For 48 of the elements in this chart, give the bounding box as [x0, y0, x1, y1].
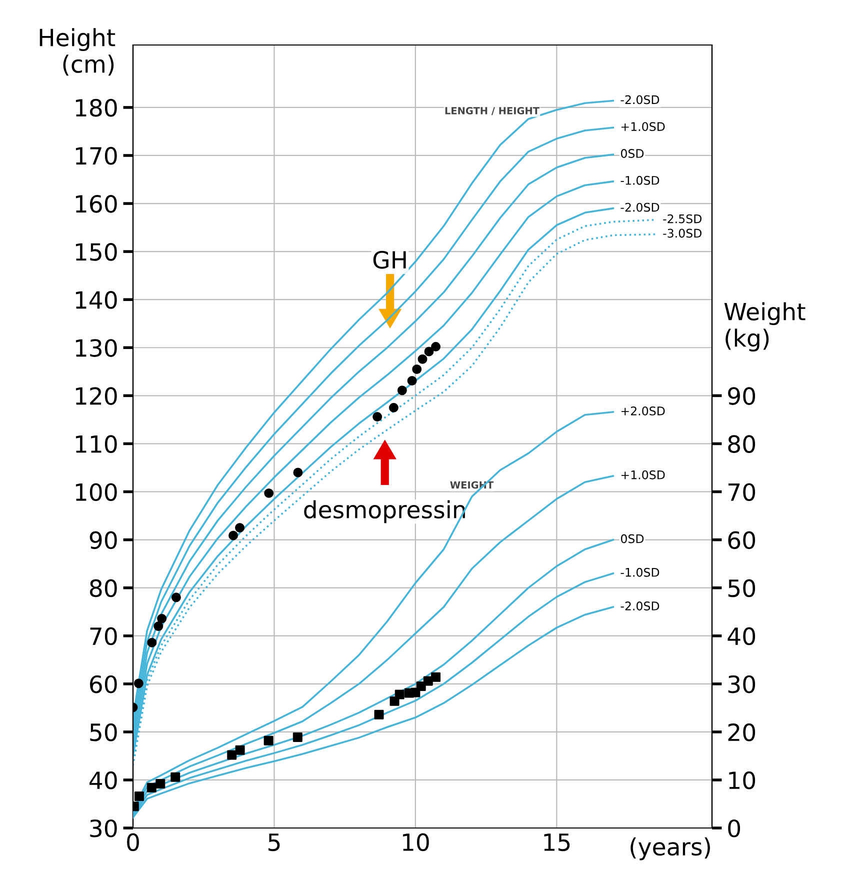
x-axis-title: (years) — [630, 837, 710, 860]
x-tick-label: 0 — [127, 833, 139, 852]
y2-tick-label: 60 — [728, 531, 756, 550]
series-label: -2.0SD — [620, 602, 660, 610]
y2-tick-label: 90 — [728, 387, 756, 405]
series-label: -3.0SD — [663, 228, 702, 238]
y-tick-label: 130 — [76, 339, 117, 357]
y2-axis-title: Weight (kg) — [724, 302, 806, 352]
series-label: -2.5SD — [663, 214, 702, 224]
y-tick-label: 40 — [90, 771, 117, 790]
y2-tick-label: 80 — [728, 435, 756, 454]
y-tick-label: 120 — [76, 387, 117, 405]
y-tick-label: 80 — [90, 579, 117, 598]
series-label: +1.0SD — [621, 122, 665, 132]
annotation: desmopressin — [304, 500, 465, 524]
y2-tick-label: 20 — [728, 723, 756, 742]
annotation: GH — [373, 250, 406, 269]
y-tick-label: 170 — [76, 146, 117, 165]
y2-tick-label: 10 — [729, 771, 756, 790]
annotation: LENGTH / HEIGHT — [445, 107, 540, 116]
series-label: -2.0SD — [620, 202, 660, 212]
y2-tick-label: 30 — [728, 675, 756, 694]
y-tick-label: 70 — [90, 627, 117, 646]
y-tick-label: 50 — [90, 723, 117, 742]
y-tick-label: 100 — [76, 483, 117, 502]
y-tick-label: 60 — [90, 675, 117, 694]
series-label: -2.0SD — [620, 95, 660, 104]
y-axis-title: Height (cm) — [40, 28, 116, 76]
y-tick-label: 150 — [76, 243, 117, 261]
series-label: +2.0SD — [621, 406, 665, 416]
y2-tick-label: 40 — [728, 627, 756, 646]
y-tick-label: 180 — [76, 98, 117, 117]
x-tick-label: 5 — [268, 834, 280, 852]
y-tick-label: 140 — [76, 291, 117, 309]
y-tick-label: 30 — [90, 819, 117, 838]
y-tick-label: 90 — [90, 531, 117, 550]
series-label: -1.0SD — [620, 568, 660, 577]
series-label: +1.0SD — [621, 470, 665, 480]
y2-tick-label: 50 — [728, 579, 756, 598]
x-tick-label: 10 — [403, 833, 429, 852]
y-tick-label: 160 — [76, 194, 117, 213]
y-tick-label: 110 — [76, 435, 117, 454]
series-label: 0SD — [620, 149, 644, 158]
series-label: -1.0SD — [620, 176, 660, 185]
series-label: 0SD — [620, 534, 644, 544]
y2-tick-label: 70 — [728, 483, 756, 502]
y2-tick-label: 0 — [728, 819, 740, 838]
x-tick-label: 15 — [544, 834, 570, 852]
